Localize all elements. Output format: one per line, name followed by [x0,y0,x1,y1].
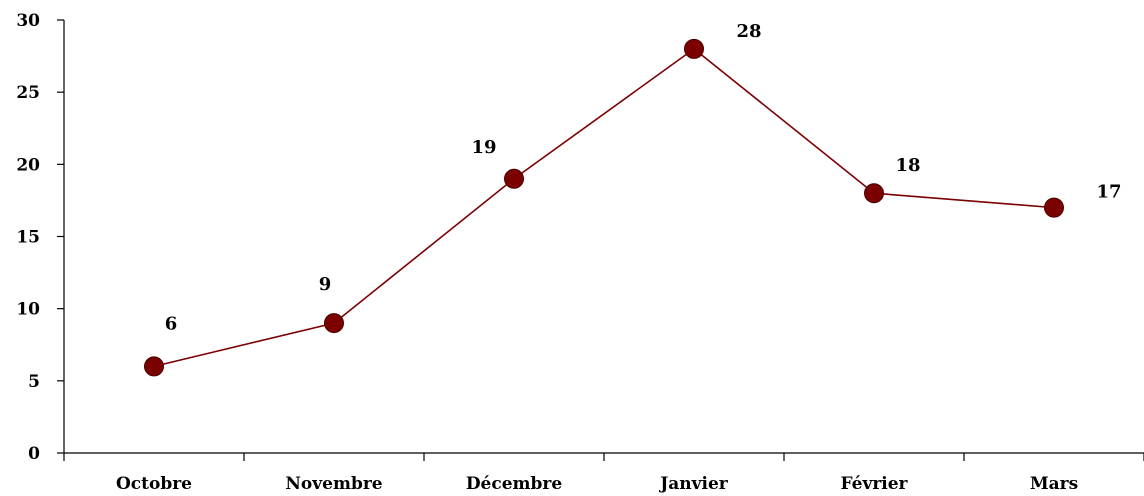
x-tick-label: Décembre [466,474,563,494]
x-axis: Octobre Novembre Décembre Janvier Février Mar… [63,452,1144,494]
x-tick-label: Novembre [285,474,382,494]
data-point [684,38,704,59]
data-label: 19 [471,137,496,158]
y-tick-label: 30 [16,11,40,31]
data-label: 28 [736,21,761,42]
series-line [153,47,1055,368]
y-tick-label: 20 [16,155,40,175]
y-ticks: 0 5 10 15 20 25 30 [16,11,64,464]
x-ticks: Octobre Novembre Décembre Janvier Février Mar… [63,453,1144,494]
data-label: 18 [895,155,920,176]
data-label: 6 [165,313,178,334]
data-point [1044,197,1064,218]
y-tick-label: 15 [16,228,40,248]
data-point [324,313,344,334]
data-point [144,356,164,377]
data-label: 17 [1096,182,1121,203]
y-axis: 0 5 10 15 20 25 30 [16,11,65,464]
y-tick-label: 10 [16,300,40,320]
data-label: 9 [319,274,332,295]
x-tick-label: Mars [1030,474,1078,494]
x-tick-label: Février [840,474,908,494]
data-point [864,183,884,204]
data-point [504,168,524,189]
y-tick-label: 0 [28,444,40,464]
y-tick-label: 25 [16,83,40,103]
y-tick-label: 5 [28,372,40,392]
x-tick-label: Janvier [658,474,729,494]
plot-area: 6 9 19 28 18 17 [144,21,1122,377]
x-tick-label: Octobre [116,474,192,494]
